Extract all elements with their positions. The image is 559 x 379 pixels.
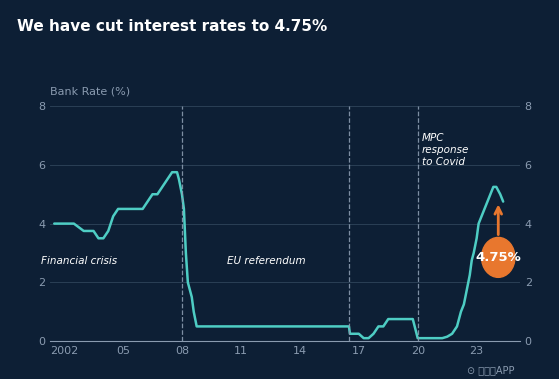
Text: Financial crisis: Financial crisis <box>41 256 117 266</box>
Text: MPC
response
to Covid: MPC response to Covid <box>421 133 469 168</box>
Text: We have cut interest rates to 4.75%: We have cut interest rates to 4.75% <box>17 19 327 34</box>
Text: ⊙ 财联社APP: ⊙ 财联社APP <box>467 365 514 375</box>
Text: EU referendum: EU referendum <box>227 256 306 266</box>
Ellipse shape <box>481 237 515 277</box>
Text: 4.75%: 4.75% <box>475 251 521 264</box>
Text: Bank Rate (%): Bank Rate (%) <box>50 87 130 97</box>
